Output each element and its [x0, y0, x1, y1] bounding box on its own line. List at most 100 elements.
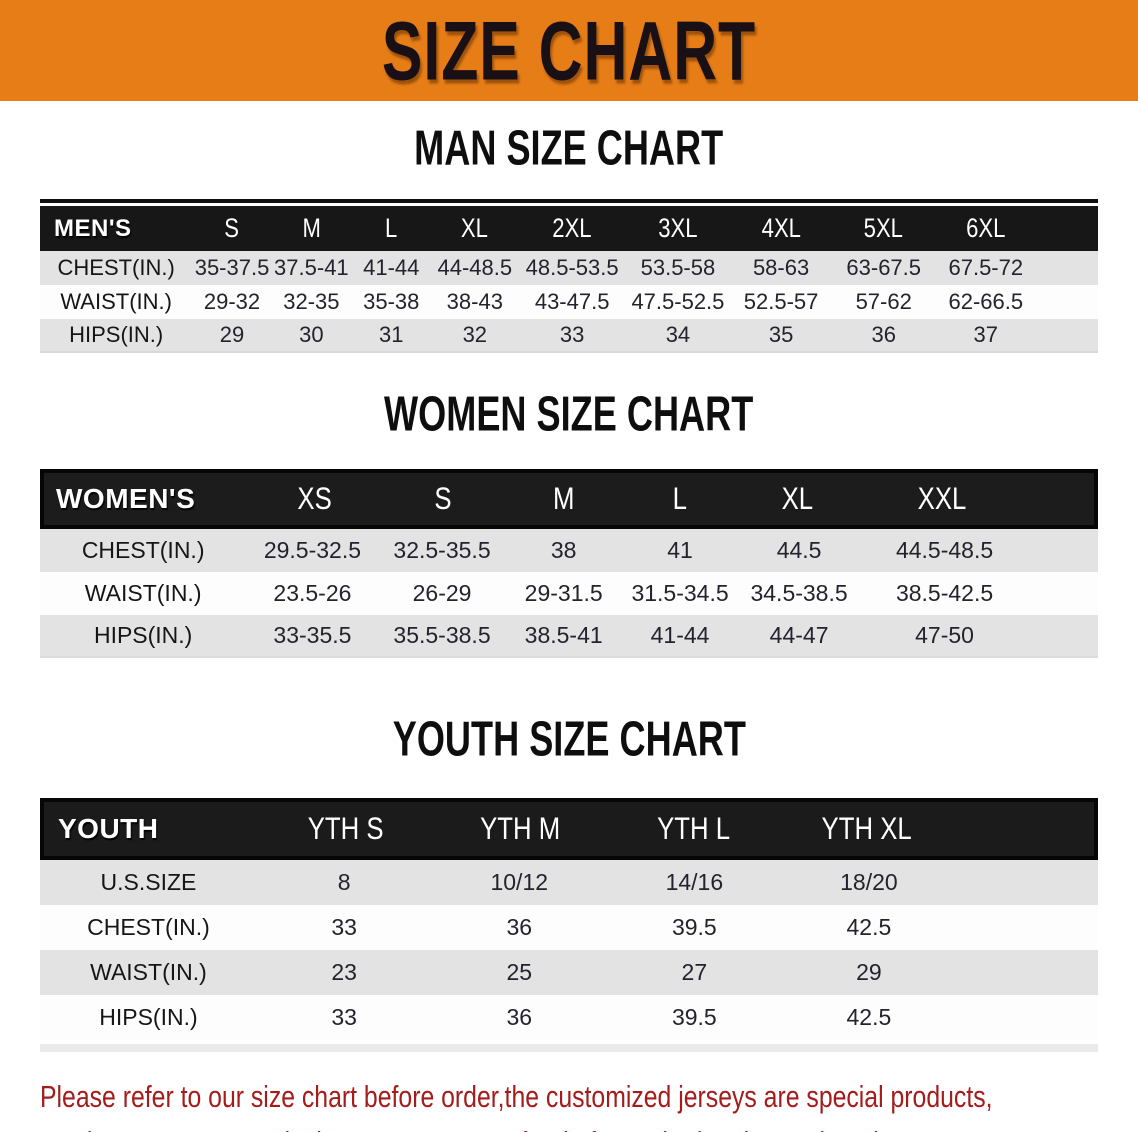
women-chest-value: 29.5-32.5: [263, 537, 362, 563]
men-waist-label: WAIST(IN.): [60, 289, 172, 314]
youth-col-xl: YTH XL: [821, 811, 912, 846]
youth-ussize-value: 14/16: [665, 869, 724, 895]
youth-hips-value: 36: [506, 1004, 533, 1030]
women-waist-label: WAIST(IN.): [84, 580, 202, 606]
women-col-m: M: [553, 481, 575, 516]
men-col-m: M: [302, 212, 321, 244]
women-col-s: S: [434, 481, 452, 516]
women-hips-value: 44-47: [769, 622, 829, 648]
women-waist-row: WAIST(IN.) 23.5-26 26-29 29-31.5 31.5-34…: [40, 572, 1098, 615]
men-hips-value: 34: [665, 322, 691, 347]
men-col-3xl: 3XL: [658, 212, 698, 244]
youth-waist-value: 23: [331, 959, 357, 985]
youth-hips-value: 39.5: [671, 1004, 717, 1030]
youth-table-header-row: YOUTH YTH S YTH M YTH L YTH XL: [40, 798, 1098, 860]
women-chest-value: 44.5-48.5: [895, 537, 994, 563]
women-col-xs: XS: [297, 481, 332, 516]
men-size-table: MEN'S S M L XL 2XL 3XL 4XL 5XL 6XL CHEST…: [40, 206, 1098, 353]
men-waist-value: 29-32: [203, 289, 261, 314]
men-group-label: MEN'S: [54, 214, 132, 242]
youth-heading-text: YOUTH SIZE CHART: [392, 710, 746, 767]
men-hips-value: 37: [973, 322, 999, 347]
men-heading-text: MAN SIZE CHART: [414, 119, 724, 176]
men-waist-row: WAIST(IN.) 29-32 32-35 35-38 38-43 43-47…: [40, 285, 1098, 319]
men-hips-value: 29: [219, 322, 245, 347]
women-chest-value: 41: [667, 537, 693, 563]
men-hips-value: 32: [462, 322, 488, 347]
men-section-heading: MAN SIZE CHART: [0, 120, 1138, 181]
men-table-topline: [40, 199, 1098, 203]
women-col-xl: XL: [781, 481, 814, 516]
men-col-4xl: 4XL: [761, 212, 801, 244]
men-waist-value: 38-43: [446, 289, 503, 314]
men-col-xl: XL: [461, 212, 489, 244]
men-chest-label: CHEST(IN.): [57, 255, 175, 280]
men-hips-value: 30: [299, 322, 324, 347]
men-waist-value: 52.5-57: [743, 289, 819, 314]
men-col-6xl: 6XL: [966, 212, 1006, 244]
youth-size-table: YOUTH YTH S YTH M YTH L YTH XL U.S.SIZE …: [40, 798, 1098, 1040]
youth-waist-value: 27: [681, 959, 708, 985]
men-col-2xl: 2XL: [552, 212, 592, 244]
women-waist-value: 23.5-26: [273, 580, 352, 606]
men-chest-value: 58-63: [752, 255, 810, 280]
men-chest-value: 48.5-53.5: [525, 255, 619, 280]
youth-ussize-value: 8: [337, 869, 351, 895]
men-waist-value: 35-38: [363, 289, 420, 314]
women-chest-value: 32.5-35.5: [393, 537, 491, 563]
men-table-header-row: MEN'S S M L XL 2XL 3XL 4XL 5XL 6XL: [40, 206, 1098, 251]
youth-col-m: YTH M: [479, 811, 560, 846]
youth-waist-value: 25: [506, 959, 533, 985]
youth-ussize-value: 10/12: [490, 869, 549, 895]
men-waist-value: 43-47.5: [534, 289, 610, 314]
youth-chest-value: 42.5: [846, 914, 892, 940]
men-chest-row: CHEST(IN.) 35-37.5 37.5-41 41-44 44-48.5…: [40, 251, 1098, 285]
women-waist-value: 26-29: [412, 580, 472, 606]
men-hips-value: 35: [768, 322, 794, 347]
men-waist-value: 32-35: [283, 289, 340, 314]
women-heading-text: WOMEN SIZE CHART: [384, 385, 754, 442]
men-chest-value: 53.5-58: [640, 255, 716, 280]
youth-chest-value: 36: [506, 914, 533, 940]
disclaimer: Please refer to our size chart before or…: [0, 1074, 1138, 1132]
youth-chest-label: CHEST(IN.): [87, 914, 210, 940]
youth-waist-value: 29: [856, 959, 882, 985]
youth-group-label: YOUTH: [58, 813, 159, 844]
youth-hips-value: 33: [331, 1004, 357, 1030]
women-hips-value: 47-50: [915, 622, 974, 648]
women-hips-label: HIPS(IN.): [93, 622, 193, 648]
women-waist-value: 34.5-38.5: [750, 580, 848, 606]
women-chest-value: 44.5: [776, 537, 822, 563]
women-hips-value: 35.5-38.5: [393, 622, 491, 648]
men-waist-value: 47.5-52.5: [631, 289, 725, 314]
men-hips-label: HIPS(IN.): [69, 322, 164, 347]
women-waist-value: 31.5-34.5: [631, 580, 729, 606]
women-waist-value: 38.5-42.5: [895, 580, 994, 606]
youth-header-filler: [953, 802, 1094, 856]
men-chest-value: 37.5-41: [274, 255, 349, 280]
women-size-table: WOMEN'S XS S M L XL XXL CHEST(IN.) 29.5-…: [40, 469, 1098, 658]
youth-table-bottom-strip: [40, 1044, 1098, 1052]
men-waist-value: 57-62: [855, 289, 912, 314]
youth-section-heading: YOUTH SIZE CHART: [0, 711, 1138, 772]
men-col-s: S: [224, 212, 240, 244]
women-hips-row: HIPS(IN.) 33-35.5 35.5-38.5 38.5-41 41-4…: [40, 615, 1098, 658]
youth-waist-row: WAIST(IN.) 23 25 27 29: [40, 950, 1098, 995]
men-col-5xl: 5XL: [864, 212, 904, 244]
youth-chest-row: CHEST(IN.) 33 36 39.5 42.5: [40, 905, 1098, 950]
women-col-l: L: [672, 481, 687, 516]
women-chest-label: CHEST(IN.): [81, 537, 205, 563]
youth-waist-label: WAIST(IN.): [90, 959, 207, 985]
banner: SIZE CHART: [0, 0, 1138, 101]
youth-hips-value: 42.5: [846, 1004, 892, 1030]
men-chest-value: 44-48.5: [437, 255, 513, 280]
youth-ussize-label: U.S.SIZE: [100, 869, 197, 895]
women-waist-value: 29-31.5: [524, 580, 603, 606]
men-chest-value: 35-37.5: [194, 255, 270, 280]
men-waist-value: 62-66.5: [948, 289, 1024, 314]
youth-hips-row: HIPS(IN.) 33 36 39.5 42.5: [40, 995, 1098, 1040]
men-chest-value: 67.5-72: [948, 255, 1024, 280]
men-hips-row: HIPS(IN.) 29 30 31 32 33 34 35 36 37: [40, 319, 1098, 353]
men-hips-value: 31: [378, 322, 404, 347]
